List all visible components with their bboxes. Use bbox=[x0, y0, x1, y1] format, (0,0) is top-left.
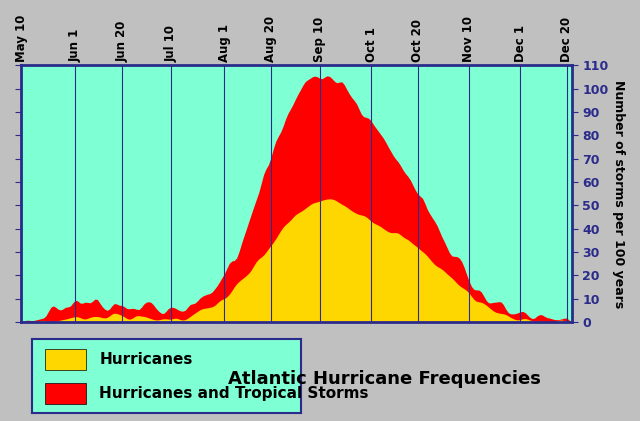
Y-axis label: Number of storms per 100 years: Number of storms per 100 years bbox=[612, 80, 625, 308]
Text: Hurricanes and Tropical Storms: Hurricanes and Tropical Storms bbox=[99, 386, 369, 401]
FancyBboxPatch shape bbox=[45, 383, 86, 404]
Text: Hurricanes: Hurricanes bbox=[99, 352, 193, 367]
Text: Atlantic Hurricane Frequencies: Atlantic Hurricane Frequencies bbox=[228, 370, 540, 388]
FancyBboxPatch shape bbox=[45, 349, 86, 370]
